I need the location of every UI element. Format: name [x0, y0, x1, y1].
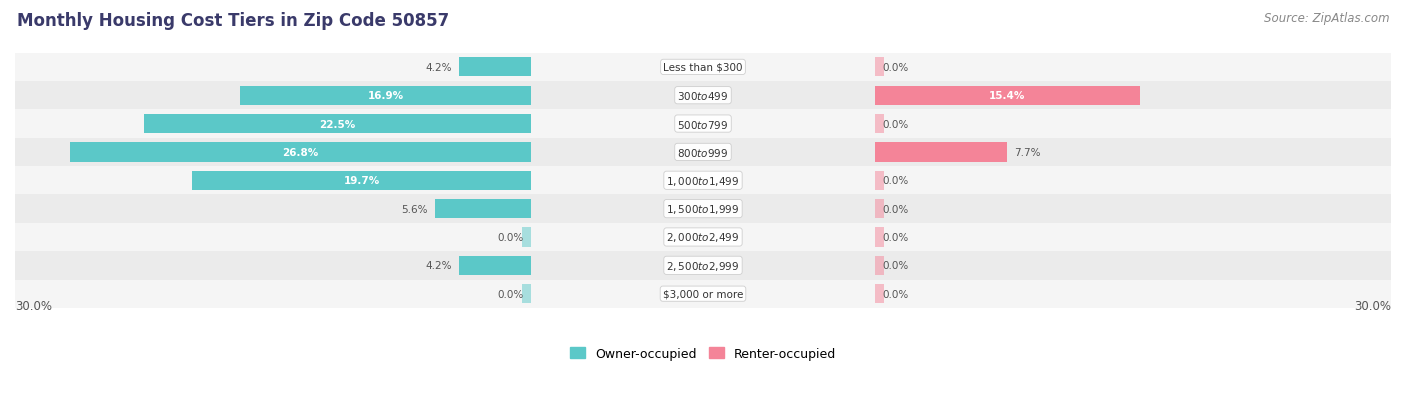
- Text: $500 to $799: $500 to $799: [678, 118, 728, 130]
- Bar: [15, 167, 1391, 195]
- Bar: [875, 228, 884, 247]
- Bar: [458, 256, 531, 275]
- Text: Less than $300: Less than $300: [664, 63, 742, 73]
- Text: $2,500 to $2,999: $2,500 to $2,999: [666, 259, 740, 272]
- Bar: [70, 143, 531, 162]
- Text: 4.2%: 4.2%: [426, 261, 451, 271]
- Bar: [15, 138, 1391, 167]
- Bar: [15, 110, 1391, 138]
- Text: 30.0%: 30.0%: [1354, 299, 1391, 312]
- Bar: [522, 228, 531, 247]
- Text: 19.7%: 19.7%: [343, 176, 380, 186]
- Bar: [875, 115, 884, 134]
- Bar: [875, 256, 884, 275]
- Text: 4.2%: 4.2%: [426, 63, 451, 73]
- Bar: [875, 199, 884, 219]
- Text: 26.8%: 26.8%: [283, 147, 319, 157]
- Bar: [15, 223, 1391, 252]
- Text: $1,000 to $1,499: $1,000 to $1,499: [666, 174, 740, 188]
- Legend: Owner-occupied, Renter-occupied: Owner-occupied, Renter-occupied: [569, 347, 837, 360]
- Text: 0.0%: 0.0%: [498, 289, 524, 299]
- Text: $2,000 to $2,499: $2,000 to $2,499: [666, 231, 740, 244]
- Text: $800 to $999: $800 to $999: [678, 147, 728, 159]
- Text: 7.7%: 7.7%: [1014, 147, 1040, 157]
- Text: 22.5%: 22.5%: [319, 119, 356, 129]
- Text: Source: ZipAtlas.com: Source: ZipAtlas.com: [1264, 12, 1389, 25]
- Bar: [143, 115, 531, 134]
- Text: 0.0%: 0.0%: [882, 119, 908, 129]
- Text: 15.4%: 15.4%: [990, 91, 1025, 101]
- Bar: [434, 199, 531, 219]
- Text: 0.0%: 0.0%: [882, 289, 908, 299]
- Text: $1,500 to $1,999: $1,500 to $1,999: [666, 203, 740, 216]
- Bar: [15, 195, 1391, 223]
- Text: 0.0%: 0.0%: [882, 63, 908, 73]
- Bar: [522, 285, 531, 304]
- Bar: [15, 280, 1391, 308]
- Text: $300 to $499: $300 to $499: [678, 90, 728, 102]
- Text: 30.0%: 30.0%: [15, 299, 52, 312]
- Bar: [875, 143, 1008, 162]
- Text: $3,000 or more: $3,000 or more: [662, 289, 744, 299]
- Text: 5.6%: 5.6%: [401, 204, 427, 214]
- Bar: [193, 171, 531, 190]
- Bar: [15, 252, 1391, 280]
- Bar: [15, 82, 1391, 110]
- Text: 0.0%: 0.0%: [498, 233, 524, 242]
- Text: 16.9%: 16.9%: [367, 91, 404, 101]
- Text: 0.0%: 0.0%: [882, 233, 908, 242]
- Text: 0.0%: 0.0%: [882, 204, 908, 214]
- Bar: [875, 285, 884, 304]
- Bar: [458, 58, 531, 77]
- Text: 0.0%: 0.0%: [882, 176, 908, 186]
- Bar: [875, 86, 1140, 106]
- Text: 0.0%: 0.0%: [882, 261, 908, 271]
- Text: Monthly Housing Cost Tiers in Zip Code 50857: Monthly Housing Cost Tiers in Zip Code 5…: [17, 12, 449, 30]
- Bar: [15, 54, 1391, 82]
- Bar: [875, 58, 884, 77]
- Bar: [240, 86, 531, 106]
- Bar: [875, 171, 884, 190]
